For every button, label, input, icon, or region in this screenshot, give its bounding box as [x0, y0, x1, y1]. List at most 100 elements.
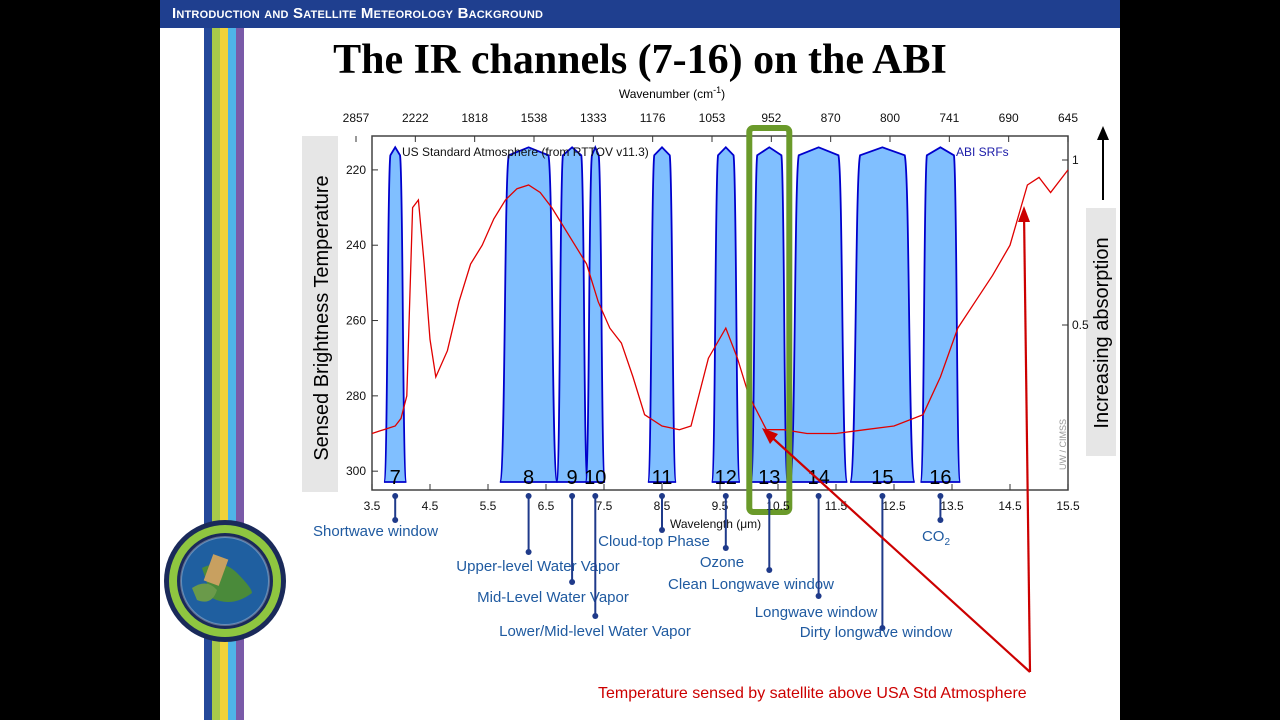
x-tick-label: 3.5 — [364, 499, 381, 513]
stripe-green — [212, 28, 220, 720]
srf-band-8 — [498, 146, 559, 483]
stripe-blue — [204, 28, 212, 720]
y-tick-label: 240 — [346, 238, 366, 252]
callout-dot-top — [525, 493, 532, 499]
top-tick-label: 690 — [999, 111, 1019, 125]
atmosphere-temperature-line — [371, 169, 1069, 435]
ylabel-background — [302, 136, 338, 492]
wavenumber-axis-label: Wavenumber (cm-1) — [619, 85, 725, 101]
y-tick-label: 260 — [346, 314, 366, 328]
callout-dot-bottom — [392, 517, 399, 523]
top-tick-label: 741 — [939, 111, 959, 125]
callout-dot-bottom — [525, 549, 532, 555]
top-tick-label: 2222 — [402, 111, 429, 125]
channel-name-9: Mid-Level Water Vapor — [477, 589, 629, 606]
atmosphere-label: US Standard Atmosphere (from RTTOV v11.3… — [402, 145, 649, 159]
right-label-background — [1086, 208, 1116, 456]
x-tick-label: 6.5 — [538, 499, 555, 513]
channel-number-7: 7 — [390, 467, 401, 489]
channel-name-14: Longwave window — [755, 604, 878, 621]
increasing-absorption-label: Increasing absorption — [1091, 237, 1113, 428]
absorption-arrow-head — [1097, 126, 1109, 140]
callout-dot-top — [722, 493, 729, 499]
callout-dot-bottom — [815, 593, 822, 599]
channel-name-12: Ozone — [700, 554, 744, 571]
right-tick-label: 0.5 — [1072, 318, 1089, 332]
top-tick-label: 952 — [761, 111, 781, 125]
top-tick-label: 1818 — [461, 111, 488, 125]
channel-number-10: 10 — [584, 467, 606, 489]
y-tick-label: 280 — [346, 389, 366, 403]
top-tick-label: 2857 — [343, 111, 370, 125]
callout-dot-top — [937, 493, 944, 499]
brightness-temperature-label: Sensed Brightness Temperature — [311, 175, 333, 460]
ir-channel-chart: 3.54.55.56.57.58.59.510.511.512.513.514.… — [302, 85, 1116, 702]
callout-dot-top — [659, 493, 665, 499]
top-tick-label: 1176 — [640, 111, 666, 125]
channel-number-15: 15 — [871, 467, 893, 489]
stripe-yellow — [220, 28, 228, 720]
annotation-arrowhead-1 — [762, 428, 778, 444]
top-tick-label: 800 — [880, 111, 900, 125]
x-tick-label: 13.5 — [940, 499, 964, 513]
channel-name-16: CO2 — [922, 528, 951, 548]
x-tick-label: 7.5 — [596, 499, 613, 513]
credit-label: UW / CIMSS — [1058, 419, 1068, 470]
slide-title: The IR channels (7-16) on the ABI — [333, 37, 947, 83]
callout-dot-bottom — [766, 567, 773, 573]
callout-dot-top — [879, 493, 886, 499]
srf-band-11 — [646, 146, 678, 483]
srf-band-14 — [788, 146, 849, 483]
channel-name-10: Lower/Mid-level Water Vapor — [499, 623, 691, 640]
channel-name-8: Upper-level Water Vapor — [456, 558, 619, 575]
callout-dot-bottom — [659, 527, 665, 533]
x-tick-label: 10.5 — [766, 499, 790, 513]
x-tick-label: 15.5 — [1056, 499, 1080, 513]
annotation-arrowhead-2 — [1018, 206, 1030, 222]
channel-number-11: 11 — [652, 467, 673, 489]
stripe-purple — [236, 28, 244, 720]
channel-number-13: 13 — [758, 467, 780, 489]
channel-name-7: Shortwave window — [313, 523, 438, 540]
annotation-arrow-2 — [1022, 211, 1032, 673]
top-tick-label: 1333 — [580, 111, 607, 125]
x-tick-label: 5.5 — [480, 499, 497, 513]
channel-number-16: 16 — [929, 467, 951, 489]
callout-dot-top — [569, 493, 576, 499]
callout-dot-top — [592, 493, 599, 499]
top-tick-label: 645 — [1058, 111, 1078, 125]
channel-name-subscript: 2 — [944, 537, 950, 548]
top-tick-label: 1053 — [699, 111, 726, 125]
temperature-annotation: Temperature sensed by satellite above US… — [598, 685, 1027, 702]
top-tick-label: 1538 — [521, 111, 548, 125]
x-tick-label: 4.5 — [422, 499, 439, 513]
srf-label: ABI SRFs — [956, 145, 1009, 159]
wavelength-axis-label: Wavelength (μm) — [670, 517, 761, 531]
srf-band-9 — [555, 146, 589, 483]
callout-dot-bottom — [937, 517, 944, 523]
channel-number-8: 8 — [523, 467, 534, 489]
decorative-stripes — [204, 28, 246, 720]
channel-name-15: Dirty longwave window — [800, 624, 953, 641]
channel-number-12: 12 — [715, 467, 737, 489]
srf-band-10 — [584, 144, 606, 483]
srf-band-12 — [710, 146, 741, 483]
srf-band-16 — [919, 146, 962, 483]
annotation-arrow-1 — [765, 431, 1031, 673]
callout-dot-bottom — [722, 545, 729, 551]
callout-dot-bottom — [879, 625, 886, 631]
callout-dot-top — [766, 493, 773, 499]
channel-name-11: Cloud-top Phase — [598, 533, 710, 550]
srf-band-15 — [849, 146, 916, 483]
callout-dot-top — [815, 493, 822, 499]
stripe-lightblue — [228, 28, 236, 720]
channel-name-13: Clean Longwave window — [668, 576, 834, 593]
top-tick-label: 870 — [821, 111, 841, 125]
header-title: Introduction and Satellite Meteorology B… — [160, 0, 1120, 28]
srf-band-7 — [383, 145, 408, 483]
callout-dot-top — [392, 493, 399, 499]
srf-band-13 — [749, 146, 789, 483]
x-tick-label: 9.5 — [712, 499, 729, 513]
y-tick-label: 220 — [346, 163, 366, 177]
slide: Introduction and Satellite Meteorology B… — [160, 0, 1120, 720]
